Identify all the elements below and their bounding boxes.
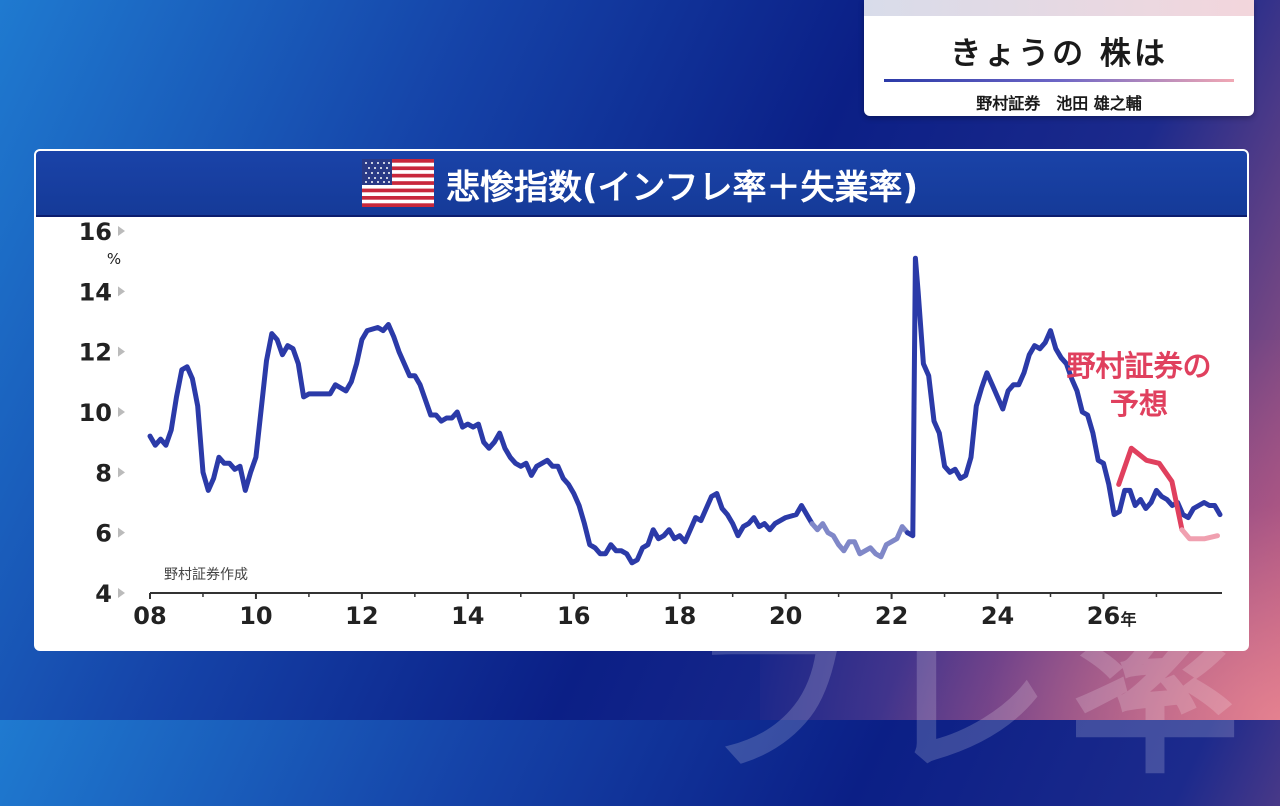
y-tick-marker [118, 467, 125, 478]
x-tick-label: 22 [875, 602, 908, 630]
y-tick-marker [118, 588, 125, 598]
source-note: 野村証券作成 [164, 567, 248, 583]
y-tick-label: 8 [95, 459, 112, 487]
chart-title: 悲惨指数(インフレ率＋失業率) [446, 168, 919, 208]
y-tick-marker [118, 286, 125, 297]
chart-panel: 悲惨指数(インフレ率＋失業率) 16 14 12 10 8 6 4% 08 10 12 14 16 18… [34, 149, 1249, 651]
presenter-name: 野村証券 池田 雄之輔 [976, 94, 1142, 113]
x-tick-label: 12 [345, 602, 378, 630]
y-tick-label: 14 [79, 278, 112, 306]
y-tick-label: 10 [79, 399, 112, 427]
y-tick-marker [118, 527, 125, 538]
series-line-actual [905, 255, 1223, 539]
x-axis-unit: 年 [1120, 610, 1136, 629]
forecast-label: 野村証券の [1066, 349, 1211, 383]
chart-plot-area: 16 14 12 10 8 6 4% 08 10 12 14 16 18 20 22 24 26 年 野村証券作成 野… [79, 218, 1223, 630]
y-axis-unit: % [107, 250, 121, 268]
x-tick-label: 18 [663, 602, 696, 630]
x-tick-label: 08 [133, 602, 166, 630]
x-tick-label: 10 [239, 602, 272, 630]
y-tick-label: 4 [95, 580, 112, 608]
segment-title-box: きょうの 株は 野村証券 池田 雄之輔 [864, 0, 1254, 116]
us-flag-icon [362, 159, 434, 207]
x-tick-label: 20 [769, 602, 802, 630]
forecast-line [1116, 445, 1185, 533]
forecast-label: 予想 [1110, 387, 1168, 421]
title-box-accent-bar [864, 0, 1254, 16]
y-tick-marker [118, 346, 125, 357]
x-tick-label: 26 [1087, 602, 1120, 630]
series-line-faded [809, 521, 910, 560]
x-tick-label: 14 [451, 602, 484, 630]
title-divider [884, 79, 1234, 82]
y-tick-marker [118, 407, 125, 417]
y-tick-label: 16 [79, 218, 112, 246]
y-tick-label: 12 [79, 339, 112, 367]
x-tick-label: 24 [981, 602, 1014, 630]
segment-title: きょうの 株は [950, 36, 1168, 72]
forecast-line-faded [1179, 527, 1220, 542]
y-tick-marker [118, 226, 125, 236]
series-line-actual [147, 322, 815, 566]
y-tick-label: 6 [95, 520, 112, 548]
x-tick-label: 16 [557, 602, 590, 630]
chart-header: 悲惨指数(インフレ率＋失業率) [36, 151, 1247, 217]
